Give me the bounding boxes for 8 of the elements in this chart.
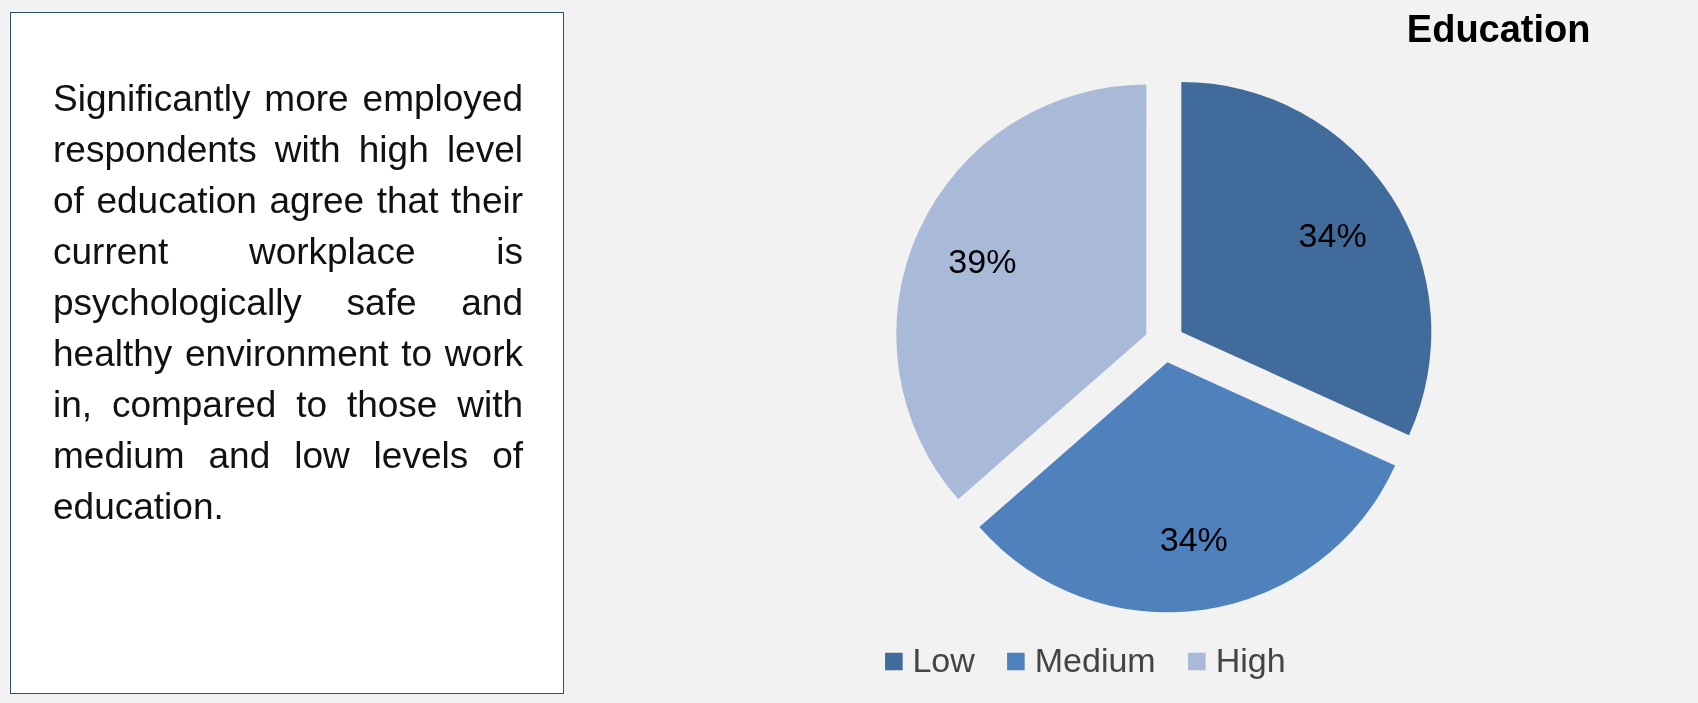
data-label: 34% <box>1159 520 1228 559</box>
legend-label: Low <box>912 641 975 680</box>
text: Significantly more employed respondents with high level of education agree that their current workplace is psychologically safe and healthy environment to work in, compared to those with medium and low levels of education. <box>53 78 523 527</box>
data-label: 34% <box>1298 216 1367 255</box>
chart-title: Education <box>1406 7 1591 50</box>
legend-label: Medium <box>1034 641 1156 680</box>
legend-label: High <box>1215 641 1286 680</box>
data-label: 39% <box>948 241 1017 280</box>
